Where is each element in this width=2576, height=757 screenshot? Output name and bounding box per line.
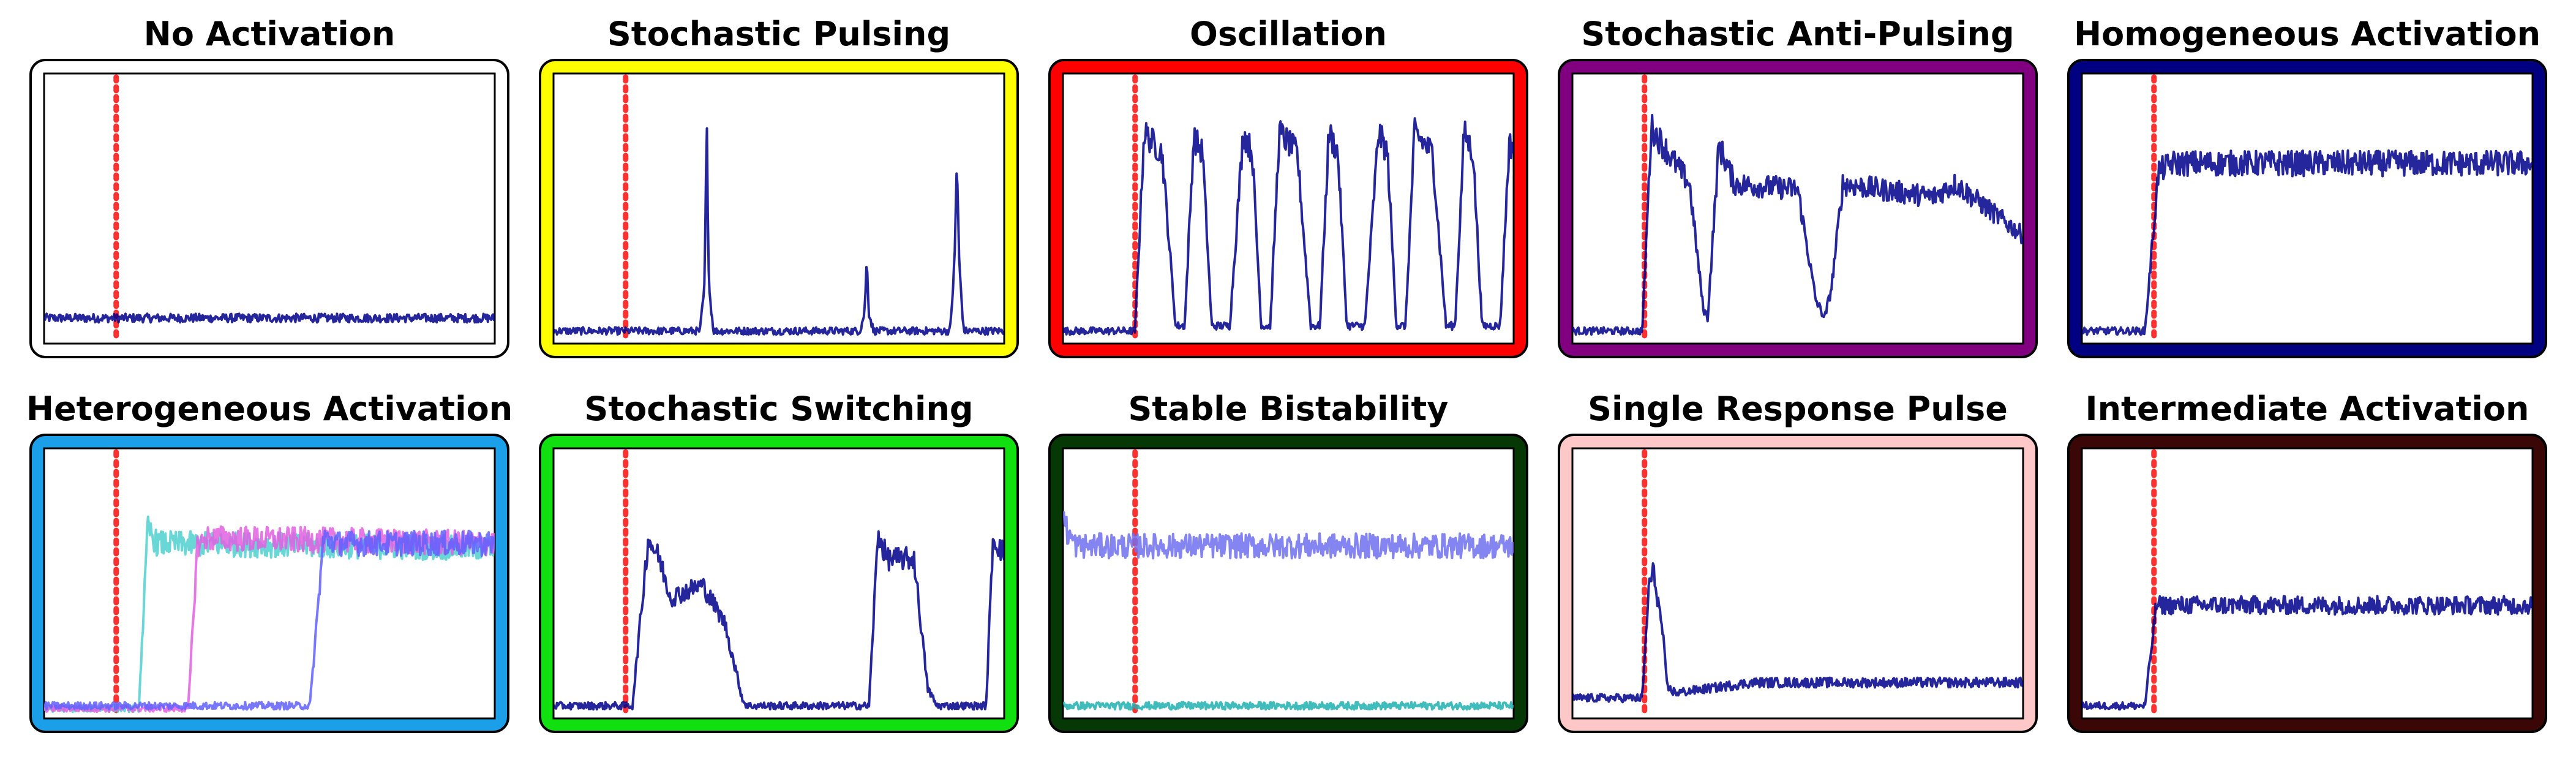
series-line-1 xyxy=(1063,511,1514,560)
panel-stochastic-anti-pulsing: Stochastic Anti-Pulsing xyxy=(1558,15,2038,358)
panel-title: Stochastic Pulsing xyxy=(607,15,950,53)
series-line-1 xyxy=(1572,562,2023,704)
panel-stochastic-switching: Stochastic Switching xyxy=(539,390,1019,733)
series-line-1 xyxy=(1063,117,1514,336)
panel-title: Stochastic Switching xyxy=(584,390,973,428)
panel-intermediate-activation: Intermediate Activation xyxy=(2067,390,2547,733)
series-line-2 xyxy=(1063,701,1514,711)
series-line-3 xyxy=(44,529,495,711)
panel-heterogeneous-activation: Heterogeneous Activation xyxy=(26,390,513,733)
panel-no-activation: No Activation xyxy=(29,15,509,358)
series-line-1 xyxy=(1572,114,2023,336)
series-line-1 xyxy=(44,312,495,324)
plot-area xyxy=(2081,72,2534,345)
plot-area xyxy=(1571,447,2024,720)
plot-area xyxy=(2081,447,2534,720)
panel-title: Oscillation xyxy=(1190,15,1387,53)
panel-title: Single Response Pulse xyxy=(1588,390,2008,428)
panel-oscillation: Oscillation xyxy=(1048,15,1528,358)
panel-title: Intermediate Activation xyxy=(2086,390,2529,428)
panel-title: No Activation xyxy=(144,15,396,53)
series-line-1 xyxy=(2082,149,2533,336)
series-line-1 xyxy=(2082,595,2533,711)
plot-area xyxy=(1062,72,1515,345)
series-line-1 xyxy=(554,127,1004,336)
plot-area xyxy=(43,447,496,720)
plot-area xyxy=(1571,72,2024,345)
panel-homogeneous-activation: Homogeneous Activation xyxy=(2067,15,2547,358)
panel-title: Homogeneous Activation xyxy=(2074,15,2540,53)
plot-area xyxy=(552,72,1005,345)
series-line-1 xyxy=(554,530,1004,711)
panel-title: Stochastic Anti-Pulsing xyxy=(1581,15,2014,53)
panel-title: Stable Bistability xyxy=(1128,390,1449,428)
panel-single-response-pulse: Single Response Pulse xyxy=(1558,390,2038,733)
panel-stochastic-pulsing: Stochastic Pulsing xyxy=(539,15,1019,358)
plot-area xyxy=(43,72,496,345)
plot-area xyxy=(1062,447,1515,720)
plot-area xyxy=(552,447,1005,720)
panel-stable-bistability: Stable Bistability xyxy=(1048,390,1528,733)
panel-title: Heterogeneous Activation xyxy=(26,390,513,428)
